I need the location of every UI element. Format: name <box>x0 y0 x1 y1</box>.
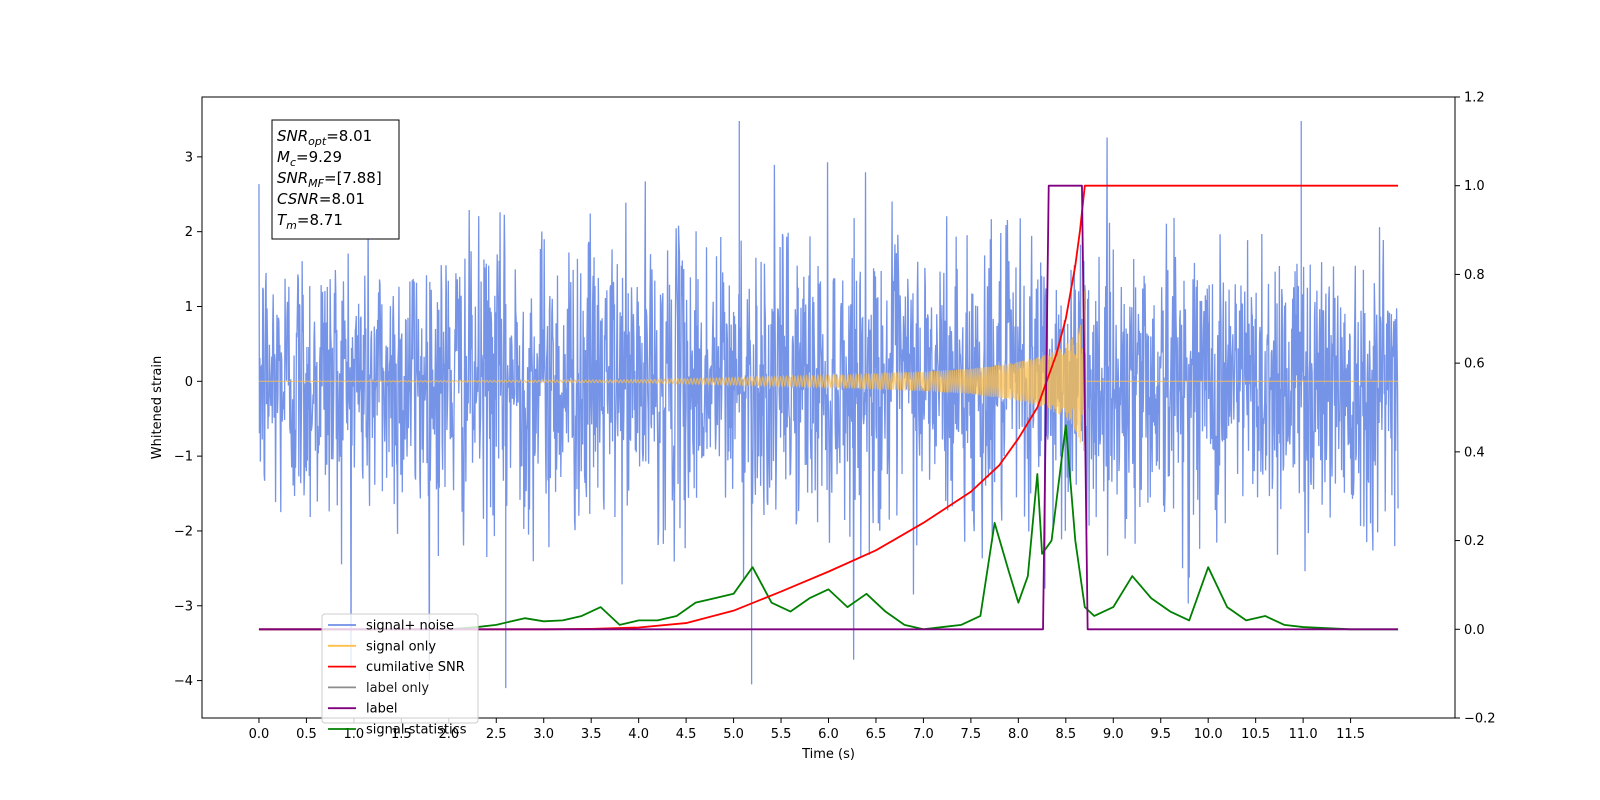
y-right-tick-label: 0.0 <box>1464 623 1485 638</box>
x-tick-label: 5.5 <box>771 727 792 742</box>
legend-label: signal+ noise <box>366 619 454 634</box>
annotation-line: CSNR=8.01 <box>277 190 365 208</box>
axes: 0.0 0.5 1.0 1.5 2.0 2.5 3.0 3.5 4.0 4.5 5.0 5.5 6.0 6… <box>174 91 1496 743</box>
x-tick-label: 4.0 <box>628 727 649 742</box>
x-tick-label: 8.5 <box>1055 727 1076 742</box>
y-left-tick-label: 2 <box>185 225 193 240</box>
series-signal-only <box>258 284 1399 451</box>
x-tick-label: 0.0 <box>249 727 270 742</box>
x-tick-label: 1.0 <box>344 727 365 742</box>
x-tick-label: 3.0 <box>533 727 554 742</box>
y-right-tick-label: 0.6 <box>1464 357 1485 372</box>
y-axis-label: Whitened strain <box>150 356 165 459</box>
y-left-tick-label: −2 <box>174 524 193 539</box>
x-tick-label: 3.5 <box>581 727 602 742</box>
legend-label: label only <box>366 681 429 696</box>
legend-label: signal statistics <box>366 723 467 738</box>
y-right-tick-label: 0.2 <box>1464 534 1485 549</box>
y-right-tick-label: 1.2 <box>1464 91 1485 106</box>
x-axis-label: Time (s) <box>801 747 855 762</box>
series-cumulative-snr <box>258 184 1399 631</box>
plot-area <box>258 120 1399 689</box>
x-tick-label: 0.5 <box>296 727 317 742</box>
x-tick-label: 6.0 <box>818 727 839 742</box>
y-left-tick-label: 0 <box>185 375 193 390</box>
series-signal-noise <box>258 120 1399 689</box>
legend: signal+ noise signal only cumilative SNR la… <box>321 613 479 738</box>
y-left-tick-label: −3 <box>174 599 193 614</box>
x-tick-label: 2.0 <box>438 727 459 742</box>
series-signal-statistics <box>258 424 1399 631</box>
annotation-frame <box>271 119 400 240</box>
y-right-tick-label: 1.0 <box>1464 179 1485 194</box>
x-tick-label: 5.0 <box>723 727 744 742</box>
x-tick-label: 2.5 <box>486 727 507 742</box>
x-tick-label: 8.0 <box>1008 727 1029 742</box>
y-left-tick-label: 1 <box>185 300 193 315</box>
legend-label: label <box>366 702 397 717</box>
y-right-tick-label: 0.4 <box>1464 445 1485 460</box>
x-tick-label: 7.0 <box>913 727 934 742</box>
x-tick-label: 1.5 <box>391 727 412 742</box>
series-label <box>258 184 1399 631</box>
y-right-tick-label: 0.8 <box>1464 268 1485 283</box>
x-tick-label: 11.0 <box>1289 727 1318 742</box>
legend-label: signal only <box>366 639 436 654</box>
x-tick-label: 9.0 <box>1103 727 1124 742</box>
y-right-tick-label: −0.2 <box>1464 712 1496 727</box>
annotation-line: SNRMF=[7.88] <box>277 169 382 190</box>
y-left-tick-label: 3 <box>185 150 193 165</box>
x-tick-label: 10.0 <box>1194 727 1223 742</box>
annotation-line: Mc=9.29 <box>277 148 342 169</box>
x-tick-label: 7.5 <box>961 727 982 742</box>
x-tick-label: 6.5 <box>866 727 887 742</box>
annotation-line: Tm=8.71 <box>277 211 343 232</box>
annotation-line: SNRopt=8.01 <box>277 127 372 148</box>
legend-label: cumilative SNR <box>366 660 465 675</box>
legend-frame <box>321 613 479 724</box>
x-tick-label: 4.5 <box>676 727 697 742</box>
x-tick-label: 9.5 <box>1150 727 1171 742</box>
y-left-tick-label: −4 <box>174 674 193 689</box>
x-tick-label: 10.5 <box>1241 727 1270 742</box>
x-tick-label: 11.5 <box>1336 727 1365 742</box>
y-left-tick-label: −1 <box>174 450 193 465</box>
